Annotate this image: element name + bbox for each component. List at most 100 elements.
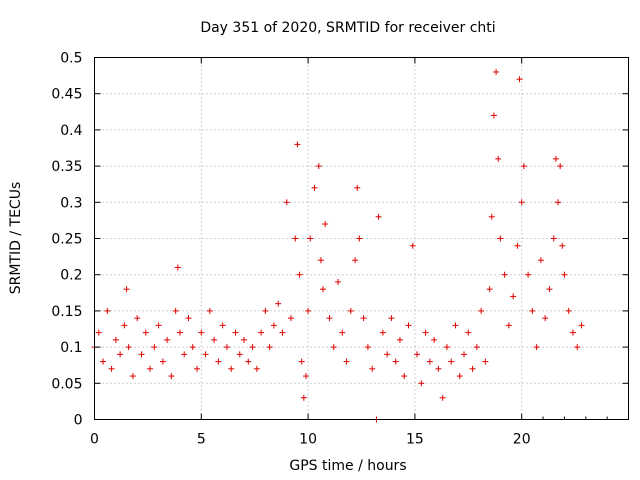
data-point [495,155,502,162]
data-point [405,322,412,329]
data-point [311,184,318,191]
data-point [164,336,171,343]
data-point [228,365,235,372]
data-point [223,344,230,351]
data-point [155,322,162,329]
data-point [292,235,299,242]
data-point [414,351,421,358]
data-point [253,365,260,372]
data-point [431,336,438,343]
data-point [302,373,309,380]
y-axis-label: SRMTID / TECUs [8,182,24,295]
data-point [537,257,544,264]
data-point [392,358,399,365]
data-point [520,163,527,170]
data-point [283,199,290,206]
data-point [422,329,429,336]
data-point [95,329,102,336]
data-point [104,307,111,314]
y-tick-label: 0.25 [51,232,82,248]
data-point [565,307,572,314]
data-point [546,286,553,293]
y-tick-label: 0.4 [60,123,82,139]
data-point [552,155,559,162]
y-tick-label: 0 [74,413,83,429]
data-point [176,329,183,336]
data-point [443,344,450,351]
data-point [125,344,132,351]
data-point [305,307,312,314]
y-tick-label: 0.45 [51,87,82,103]
data-point [172,307,179,314]
data-point [275,300,282,307]
data-point [478,307,485,314]
data-point [198,329,205,336]
data-point [561,271,568,278]
y-tick-label: 0.5 [60,51,82,67]
data-point [121,322,128,329]
data-point [356,235,363,242]
data-point [384,351,391,358]
data-point [108,365,115,372]
data-point [206,307,213,314]
data-point [262,307,269,314]
data-point [117,351,124,358]
x-axis-label: GPS time / hours [289,458,406,474]
data-point [232,329,239,336]
data-point [426,358,433,365]
data-point [219,322,226,329]
data-point [456,373,463,380]
data-point [542,315,549,322]
data-point [490,112,497,119]
data-point [215,358,222,365]
data-point [555,199,562,206]
data-point [249,344,256,351]
data-point [452,322,459,329]
data-point [525,271,532,278]
data-point [307,235,314,242]
data-point [245,358,252,365]
y-tick-label: 0.15 [51,304,82,320]
data-points [91,68,585,423]
data-point [112,336,119,343]
data-point [505,322,512,329]
y-tick-label: 0.35 [51,159,82,175]
data-point [322,221,329,228]
data-point [330,344,337,351]
data-point [375,213,382,220]
data-point [298,358,305,365]
y-tick-label: 0.2 [60,268,82,284]
data-point [401,373,408,380]
data-point [578,322,585,329]
data-point [159,358,166,365]
data-point [516,76,523,83]
data-point [352,257,359,264]
data-point [294,141,301,148]
data-point [418,380,425,387]
data-point [258,329,265,336]
axis-ticks: 0 5 10 15 20 0 0.05 0.1 0.15 0.2 0.25 0.3 0.35 0.4 0.4… [51,51,629,448]
data-point [501,271,508,278]
data-point [123,286,130,293]
data-point [202,351,209,358]
data-point [296,271,303,278]
y-tick-label: 0.3 [60,195,82,211]
data-point [574,344,581,351]
data-point [138,351,145,358]
data-point [409,242,416,249]
data-point [335,278,342,285]
data-point [147,365,154,372]
data-point [448,358,455,365]
x-tick-label: 0 [90,432,99,448]
data-point [300,394,307,401]
data-point [189,344,196,351]
data-point [347,307,354,314]
data-point [465,329,472,336]
data-point [469,365,476,372]
data-point [529,307,536,314]
data-point [100,358,107,365]
data-point [129,373,136,380]
data-point [360,315,367,322]
data-point [559,242,566,249]
